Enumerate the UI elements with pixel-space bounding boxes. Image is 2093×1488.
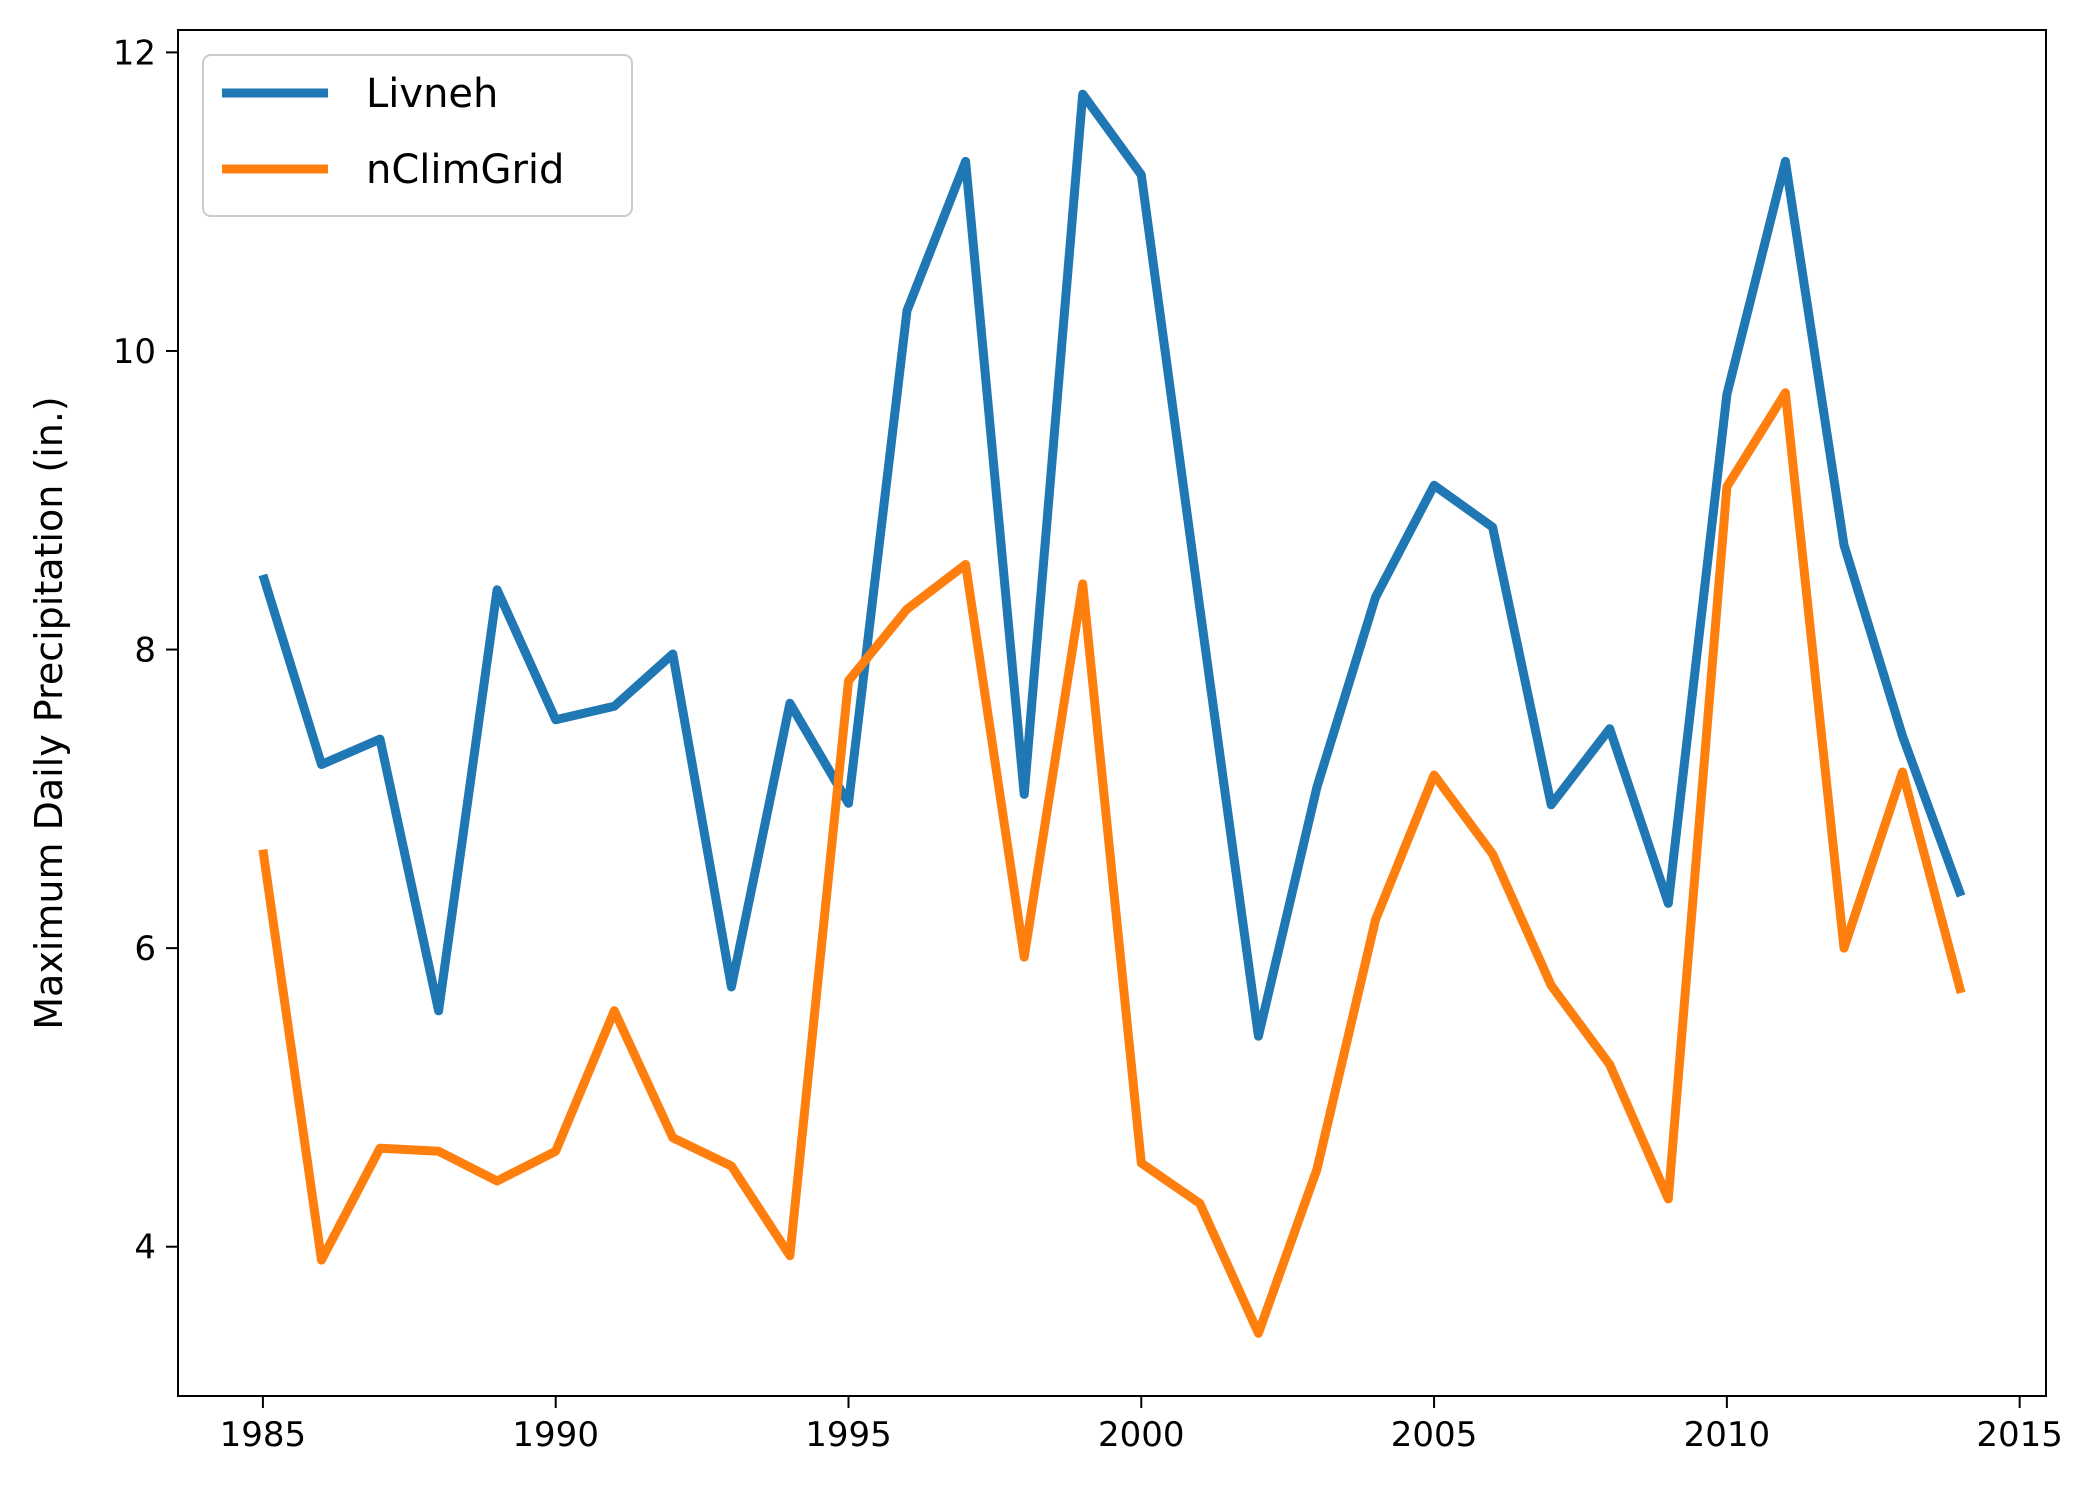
legend-label: Livneh [366, 71, 498, 117]
x-tick-label: 1985 [220, 1415, 307, 1455]
x-tick-label: 2005 [1391, 1415, 1478, 1455]
series-line-0 [258, 89, 1966, 1041]
axes-frame [177, 29, 2047, 1397]
plot-lines [258, 89, 1966, 1338]
y-tick-label: 10 [113, 332, 156, 372]
y-axis: 4 6 8 10 12 [113, 33, 178, 1268]
x-tick-label: 1990 [512, 1415, 599, 1455]
y-tick-label: 12 [113, 33, 156, 73]
x-tick-label: 2015 [1976, 1415, 2063, 1455]
y-tick-label: 4 [134, 1228, 156, 1268]
y-tick-label: 8 [134, 631, 156, 671]
legend: Livneh nClimGrid [202, 54, 633, 217]
x-tick-label: 2000 [1098, 1415, 1185, 1455]
legend-label: nClimGrid [366, 147, 564, 193]
y-axis-label: Maximum Daily Precipitation (in.) [27, 396, 71, 1030]
x-tick-label: 1995 [805, 1415, 892, 1455]
series-line-1 [258, 388, 1966, 1338]
y-tick-label: 6 [134, 929, 156, 969]
x-axis: 1985 1990 1995 2000 2005 2010 2015 [220, 1396, 2063, 1455]
x-tick-label: 2010 [1684, 1415, 1771, 1455]
